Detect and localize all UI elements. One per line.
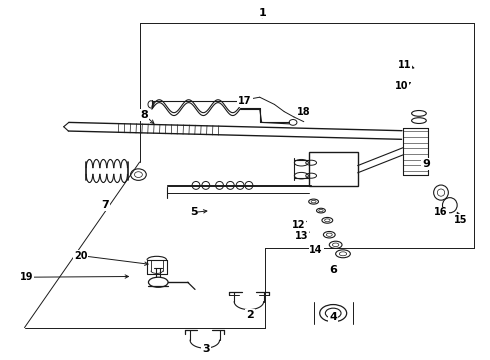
Text: 5: 5 xyxy=(190,207,197,217)
Text: 7: 7 xyxy=(101,200,109,210)
Text: 18: 18 xyxy=(297,107,311,117)
Text: 8: 8 xyxy=(141,110,148,120)
Text: 11: 11 xyxy=(397,60,411,70)
Text: 20: 20 xyxy=(74,251,88,261)
Text: 6: 6 xyxy=(329,265,337,275)
Text: 2: 2 xyxy=(246,310,254,320)
Text: 12: 12 xyxy=(292,220,306,230)
Text: 4: 4 xyxy=(329,312,337,322)
Text: 14: 14 xyxy=(309,245,323,255)
Text: 15: 15 xyxy=(454,215,467,225)
Bar xyxy=(309,152,358,186)
Text: 3: 3 xyxy=(202,344,210,354)
Text: 19: 19 xyxy=(20,272,34,282)
Text: 13: 13 xyxy=(294,231,308,241)
Text: 1: 1 xyxy=(258,8,266,18)
Text: 9: 9 xyxy=(422,159,430,169)
Text: 16: 16 xyxy=(434,207,448,217)
Text: 17: 17 xyxy=(238,96,252,106)
Text: 10: 10 xyxy=(395,81,409,91)
